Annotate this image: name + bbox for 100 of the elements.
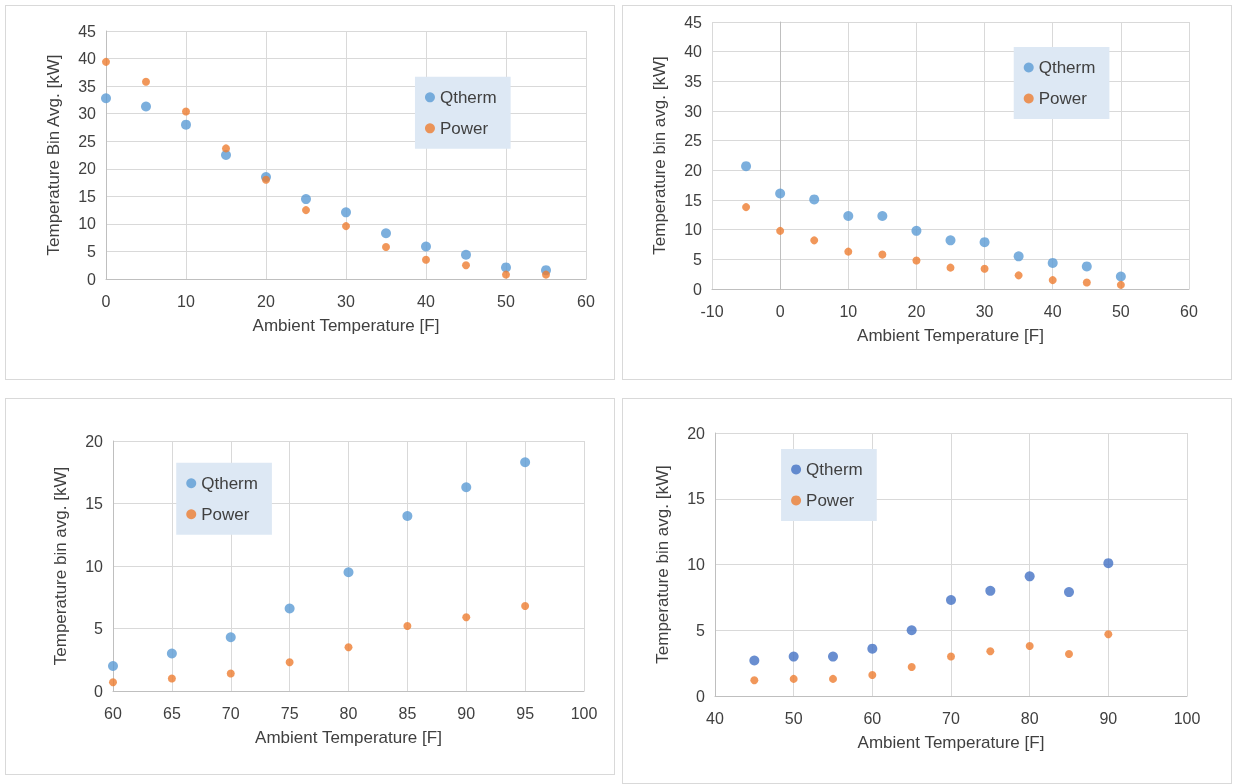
point [1116,280,1125,289]
point [166,648,177,659]
y-tick-label: 15 [85,495,104,512]
point [343,567,354,578]
x-tick-label: 50 [784,709,803,727]
x-tick-label: 100 [1173,709,1201,727]
point [947,652,955,661]
legend-label: Power [1038,89,1088,109]
point [461,482,472,493]
y-tick-label: 45 [78,22,97,40]
point [828,651,838,662]
point [1064,587,1074,598]
point [742,203,751,212]
point [829,674,837,683]
x-tick-label: 85 [398,704,417,722]
point [102,57,110,66]
point [101,93,111,104]
x-tick-label: 90 [457,704,476,722]
x-tick-label: 50 [497,292,515,310]
x-tick-label: 80 [339,704,358,722]
point [421,241,431,252]
x-axis-title: Ambient Temperature [F] [857,326,1044,345]
point [1115,271,1126,282]
point [1024,571,1035,582]
y-tick-label: 10 [684,221,703,239]
y-tick-label: 20 [684,161,703,179]
x-tick-label: 95 [516,704,535,722]
point [284,603,295,614]
point [344,643,353,652]
point [878,250,887,259]
point [1013,251,1024,262]
x-tick-label: 60 [863,709,882,727]
legend-label: Power [439,118,489,138]
y-tick-label: 25 [78,132,97,150]
x-tick-label: 70 [942,709,960,727]
point [521,602,530,610]
point [775,188,786,199]
x-tick-label: 40 [417,292,435,310]
point [142,77,150,86]
point [911,225,922,236]
point [141,101,151,112]
point [809,194,820,205]
point [402,511,413,521]
y-tick-label: 35 [684,72,703,90]
point [843,211,854,222]
point [741,161,752,172]
point [750,676,759,685]
point [301,194,311,205]
y-tick-label: 20 [85,432,104,450]
y-tick-label: 40 [684,43,703,61]
legend-label: Power [201,504,250,524]
point [225,632,236,643]
y-tick-label: 25 [684,132,703,150]
point [907,663,916,672]
x-tick-label: 60 [577,292,595,310]
x-tick-label: 65 [162,704,181,722]
point [285,658,294,667]
legend-label: Qtherm [1038,58,1096,78]
point [776,226,785,235]
point [1103,558,1114,569]
y-tick-label: 15 [78,187,97,205]
point [1081,261,1092,272]
point [381,228,391,239]
y-axis-title: Temperature bin avg. [kW] [650,56,669,255]
point [108,661,118,671]
point [749,655,760,666]
y-tick-label: 5 [87,242,97,260]
point [844,247,853,256]
point [979,237,990,248]
y-tick-label: 0 [693,280,703,298]
point [403,622,412,630]
x-tick-label: 40 [1043,302,1062,320]
point [945,235,956,246]
y-tick-label: 15 [684,191,703,209]
point [181,119,191,130]
point [1104,630,1113,639]
point [1047,257,1058,268]
point [226,669,235,678]
y-tick-label: 45 [684,13,703,31]
x-axis-title: Ambient Temperature [F] [857,733,1045,752]
y-tick-label: 10 [687,556,706,573]
x-tick-label: 90 [1099,709,1118,727]
y-tick-label: 20 [687,424,706,442]
point [986,647,995,656]
point [1048,276,1057,285]
point [985,585,996,596]
y-tick-label: 0 [94,682,104,700]
point [422,255,430,264]
y-axis-title: Temperature bin avg. [kW] [51,466,70,666]
y-tick-label: 0 [696,687,706,705]
point [877,211,888,222]
x-tick-label: 100 [570,704,598,722]
x-tick-label: 0 [775,302,785,320]
y-tick-label: 30 [78,105,97,123]
point [1014,271,1023,280]
point [912,256,921,265]
y-tick-label: 5 [693,250,703,268]
x-tick-label: -10 [700,302,724,320]
x-tick-label: 30 [337,292,355,310]
point [980,264,989,273]
